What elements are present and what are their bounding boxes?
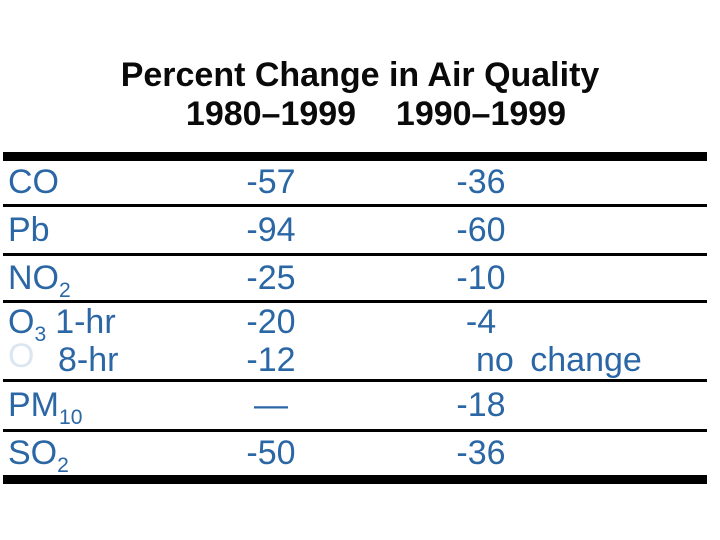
table-row-o3: O3 1-hr -20 -4 8-hr -12 no change O	[3, 300, 707, 379]
column-header-1990-1999: 1990–1999	[395, 94, 567, 133]
pollutant-symbol: O	[8, 303, 35, 341]
co-value-1990-1999: -36	[456, 163, 506, 201]
o3-1hr-line: O3 1-hr -20 -4	[3, 303, 707, 345]
pollutant-label-pm10: PM10	[3, 386, 82, 428]
o3-8hr-line: 8-hr -12 no change	[3, 341, 707, 379]
pollutant-symbol: NO	[8, 258, 59, 297]
co-value-1980-1999: -57	[246, 163, 296, 201]
pollutant-label-no2: NO2	[3, 258, 71, 302]
table-row-no2: NO2 -25 -10	[3, 253, 707, 300]
pollutant-label-pb: Pb	[3, 211, 50, 250]
pb-value-1980-1999: -94	[246, 210, 296, 249]
so2-value-1990-1999: -36	[456, 434, 506, 472]
table-row-pm10: PM10 — -18	[3, 379, 707, 429]
table-row-pb: Pb -94 -60	[3, 204, 707, 253]
pb-value-1990-1999: -60	[456, 210, 506, 249]
averaging-time-label: 8-hr	[58, 341, 119, 379]
page-title: Percent Change in Air Quality	[120, 56, 600, 94]
column-header-1980-1999: 1980–1999	[185, 94, 357, 133]
pollutant-symbol: SO	[8, 434, 58, 472]
averaging-time-label: 1-hr	[55, 303, 116, 341]
pollutant-subscript: 2	[57, 453, 69, 477]
o3-1hr-value-1990-1999: -4	[465, 303, 497, 341]
table-row-so2: SO2 -50 -36	[3, 429, 707, 476]
pollutant-label-so2: SO2	[3, 434, 69, 476]
pollutant-label-o3-1hr: O3 1-hr	[3, 303, 116, 345]
pollutant-label-o3-8hr: 8-hr	[3, 341, 118, 380]
pollutant-label-co: CO	[3, 163, 59, 202]
pollutant-subscript: 3	[34, 322, 47, 346]
air-quality-table: CO -57 -36 Pb -94 -60 NO2 -25 -10 O3 1-hr…	[3, 152, 707, 484]
pm10-value-1980-1999: —	[254, 386, 288, 424]
ghost-o-artifact: O	[8, 337, 35, 375]
no2-value-1980-1999: -25	[246, 258, 296, 297]
pollutant-symbol: CO	[8, 163, 59, 201]
pollutant-subscript: 10	[59, 405, 83, 429]
pollutant-symbol: Pb	[8, 210, 50, 249]
column-headers: 1980–1999 1990–1999	[3, 94, 707, 134]
pollutant-symbol: PM	[8, 386, 59, 424]
pm10-value-1990-1999: -18	[456, 386, 506, 424]
pollutant-subscript: 2	[59, 278, 71, 302]
so2-value-1980-1999: -50	[246, 434, 296, 472]
no2-value-1990-1999: -10	[456, 258, 506, 297]
o3-8hr-value-1990-1999: no change	[476, 341, 642, 379]
o3-1hr-value-1980-1999: -20	[246, 303, 296, 341]
table-row-co: CO -57 -36	[3, 161, 707, 204]
o3-8hr-value-1980-1999: -12	[246, 341, 296, 379]
